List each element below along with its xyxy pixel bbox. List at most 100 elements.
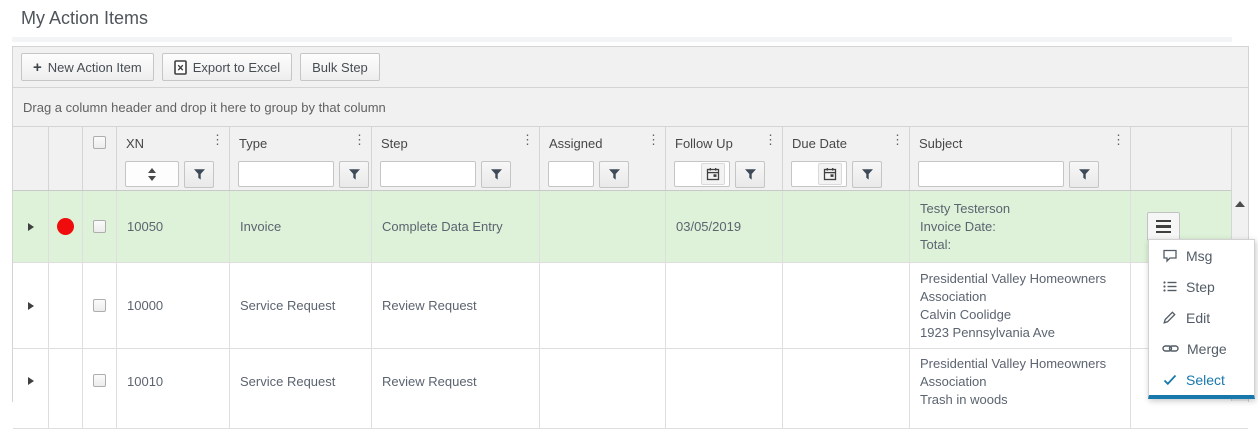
check-icon <box>1162 372 1178 387</box>
cell-type: Service Request <box>230 349 372 428</box>
column-menu-icon[interactable]: ⋮ <box>647 132 660 147</box>
filter-checkbox <box>83 158 117 190</box>
cell-xn: 10010 <box>117 349 230 428</box>
funnel-icon <box>348 168 360 180</box>
new-action-item-button[interactable]: + New Action Item <box>21 53 154 81</box>
filter-expander <box>13 158 49 190</box>
row-expand-icon[interactable] <box>27 301 34 310</box>
header-row: XN ⋮ Type ⋮ Step ⋮ Assigned ⋮ Follow Up … <box>13 127 1248 158</box>
column-header-due-date[interactable]: Due Date ⋮ <box>783 127 910 158</box>
row-expand-icon[interactable] <box>27 377 34 385</box>
plus-icon: + <box>33 58 42 76</box>
menu-item-msg[interactable]: Msg <box>1149 240 1254 271</box>
filter-flag <box>49 158 83 190</box>
xn-filter-button[interactable] <box>184 160 214 188</box>
filter-cell-assigned <box>540 158 666 190</box>
cell-due-date <box>783 263 910 348</box>
menu-item-edit[interactable]: Edit <box>1149 302 1254 333</box>
cell-xn: 10000 <box>117 263 230 348</box>
funnel-icon <box>490 168 502 180</box>
cell-xn: 10050 <box>117 191 230 262</box>
column-menu-icon[interactable]: ⋮ <box>764 132 777 147</box>
type-filter-input[interactable] <box>238 161 334 187</box>
column-header-type[interactable]: Type ⋮ <box>230 127 372 158</box>
message-icon <box>1162 248 1178 263</box>
calendar-icon[interactable] <box>701 163 725 185</box>
column-header-follow-up[interactable]: Follow Up ⋮ <box>666 127 783 158</box>
column-header-step[interactable]: Step ⋮ <box>372 127 540 158</box>
list-icon <box>1162 279 1178 294</box>
bulk-step-button[interactable]: Bulk Step <box>300 53 380 81</box>
row-checkbox[interactable] <box>93 220 106 233</box>
step-filter-input[interactable] <box>380 161 476 187</box>
group-by-hint: Drag a column header and drop it here to… <box>23 99 386 115</box>
table-row[interactable]: 10010 Service Request Review Request Pre… <box>13 349 1248 429</box>
row-checkbox[interactable] <box>93 299 106 312</box>
column-header-actions <box>1131 127 1231 158</box>
column-menu-icon[interactable]: ⋮ <box>353 132 366 147</box>
assigned-filter-input[interactable] <box>548 161 594 187</box>
pencil-icon <box>1162 310 1178 325</box>
cell-due-date <box>783 191 910 262</box>
cell-follow-up <box>666 349 783 428</box>
group-by-bar[interactable]: Drag a column header and drop it here to… <box>13 88 1248 127</box>
column-menu-icon[interactable]: ⋮ <box>521 132 534 147</box>
follow-up-filter-button[interactable] <box>735 160 765 188</box>
table-row[interactable]: 10000 Service Request Review Request Pre… <box>13 263 1248 349</box>
column-menu-icon[interactable]: ⋮ <box>1112 132 1125 147</box>
cell-step: Review Request <box>372 263 540 348</box>
funnel-icon <box>1078 168 1090 180</box>
cell-step: Review Request <box>372 349 540 428</box>
row-actions-menu-button[interactable] <box>1147 212 1180 241</box>
row-expand-icon[interactable] <box>27 222 34 231</box>
due-date-date-input[interactable] <box>791 161 847 187</box>
header-expander <box>13 127 49 158</box>
subject-filter-input[interactable] <box>918 161 1064 187</box>
filter-cell-actions <box>1131 158 1231 190</box>
scroll-up-icon[interactable] <box>1232 194 1248 214</box>
menu-item-merge[interactable]: Merge <box>1149 333 1254 364</box>
header-checkbox-cell <box>83 127 117 158</box>
spin-up-icon[interactable] <box>148 167 156 173</box>
funnel-icon <box>193 168 205 180</box>
cell-assigned <box>540 191 666 262</box>
action-items-grid: + New Action Item Export to Excel Bulk S… <box>12 46 1249 429</box>
cell-subject: Testy Testerson Invoice Date: Total: <box>910 191 1131 262</box>
cell-assigned <box>540 349 666 428</box>
follow-up-date-input[interactable] <box>674 161 730 187</box>
cell-follow-up <box>666 263 783 348</box>
grid-toolbar: + New Action Item Export to Excel Bulk S… <box>13 47 1248 88</box>
row-checkbox[interactable] <box>93 374 106 387</box>
menu-item-step[interactable]: Step <box>1149 271 1254 302</box>
header-flag <box>49 127 83 158</box>
funnel-icon <box>608 168 620 180</box>
cell-subject: Presidential Valley Homeowners Associati… <box>910 263 1131 348</box>
menu-item-select[interactable]: Select <box>1149 364 1254 395</box>
column-header-assigned[interactable]: Assigned ⋮ <box>540 127 666 158</box>
excel-icon <box>173 59 187 75</box>
column-header-subject[interactable]: Subject ⋮ <box>910 127 1131 158</box>
cell-step: Complete Data Entry <box>372 191 540 262</box>
calendar-icon[interactable] <box>818 163 842 185</box>
step-filter-button[interactable] <box>481 160 511 188</box>
spin-down-icon[interactable] <box>148 175 156 181</box>
filter-cell-follow-up <box>666 158 783 190</box>
due-date-filter-button[interactable] <box>852 160 882 188</box>
type-filter-button[interactable] <box>339 160 369 188</box>
column-menu-icon[interactable]: ⋮ <box>891 132 904 147</box>
select-all-checkbox[interactable] <box>93 136 106 149</box>
cell-type: Service Request <box>230 263 372 348</box>
assigned-filter-button[interactable] <box>599 160 629 188</box>
page-title: My Action Items <box>21 8 149 28</box>
xn-filter-spinner[interactable] <box>125 161 179 187</box>
column-header-xn[interactable]: XN ⋮ <box>117 127 230 158</box>
export-to-excel-button[interactable]: Export to Excel <box>161 53 293 81</box>
row-actions-context-menu: Msg Step Edit Merge Select <box>1148 239 1255 399</box>
filter-cell-step <box>372 158 540 190</box>
column-menu-icon[interactable]: ⋮ <box>211 132 224 147</box>
filter-cell-subject <box>910 158 1131 190</box>
filter-cell-due-date <box>783 158 910 190</box>
cell-subject: Presidential Valley Homeowners Associati… <box>910 349 1131 428</box>
table-row[interactable]: 10050 Invoice Complete Data Entry 03/05/… <box>13 191 1248 263</box>
subject-filter-button[interactable] <box>1069 160 1099 188</box>
